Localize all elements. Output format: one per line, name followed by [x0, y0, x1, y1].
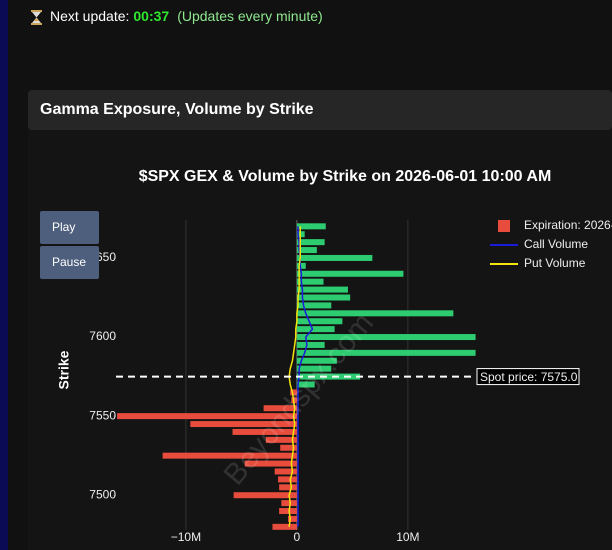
bar — [296, 302, 332, 309]
bar — [278, 476, 297, 483]
bar — [296, 223, 326, 230]
update-note: (Updates every minute) — [177, 8, 323, 24]
panel-title: Gamma Exposure, Volume by Strike — [40, 101, 314, 118]
bar — [279, 484, 297, 491]
side-bar — [0, 0, 8, 550]
bar — [279, 508, 297, 515]
bar — [296, 294, 351, 301]
bar — [296, 239, 325, 246]
update-label: Next update: — [50, 8, 129, 24]
bar — [263, 405, 297, 412]
y-tick-label: 7600 — [89, 329, 116, 343]
legend-label: Put Volume — [524, 256, 586, 270]
bar — [296, 365, 332, 372]
pause-button[interactable]: Pause — [40, 246, 99, 279]
bar — [190, 421, 297, 428]
bar — [296, 286, 348, 293]
bar — [296, 247, 317, 254]
play-button[interactable]: Play — [40, 211, 99, 244]
x-tick-label: −10M — [171, 530, 201, 544]
hourglass-icon — [31, 10, 42, 25]
bar — [274, 468, 297, 475]
bar — [281, 500, 297, 507]
bar — [296, 270, 404, 277]
bar — [296, 318, 343, 325]
bar — [232, 428, 297, 435]
chart-title: $SPX GEX & Volume by Strike on 2026-06-0… — [139, 168, 552, 185]
bar — [117, 413, 297, 420]
bar — [296, 381, 315, 388]
bar — [288, 515, 297, 522]
plot-layer — [113, 220, 476, 530]
annotation-box — [476, 368, 580, 386]
legend-label: Call Volume — [524, 237, 588, 251]
panel-header — [28, 90, 612, 130]
y-tick-label: 7500 — [89, 487, 116, 501]
y-tick-label: 7550 — [89, 408, 116, 422]
update-line: Next update: 00:37 (Updates every minute) — [50, 8, 323, 24]
bar — [296, 334, 476, 341]
x-tick-label: 10M — [396, 530, 419, 544]
bar — [290, 389, 297, 396]
annotation: Spot price: 7575.0 — [480, 370, 578, 384]
legend-label: Expiration: 2026- — [524, 218, 612, 232]
bar — [296, 349, 476, 356]
bar — [233, 492, 297, 499]
bar — [296, 357, 337, 364]
bar — [296, 326, 335, 333]
legend-swatch — [498, 220, 510, 232]
bar — [162, 452, 297, 459]
bar — [296, 254, 373, 261]
bar — [296, 373, 361, 380]
bar — [296, 341, 325, 348]
countdown: 00:37 — [133, 8, 169, 24]
bar — [265, 436, 297, 443]
bar — [280, 444, 297, 451]
bar — [296, 310, 454, 317]
x-tick-label: 0 — [294, 530, 301, 544]
bar — [296, 262, 306, 269]
bar — [244, 460, 297, 467]
y-axis-label: Strike — [56, 350, 72, 389]
bar — [272, 523, 297, 530]
bar — [296, 278, 324, 285]
